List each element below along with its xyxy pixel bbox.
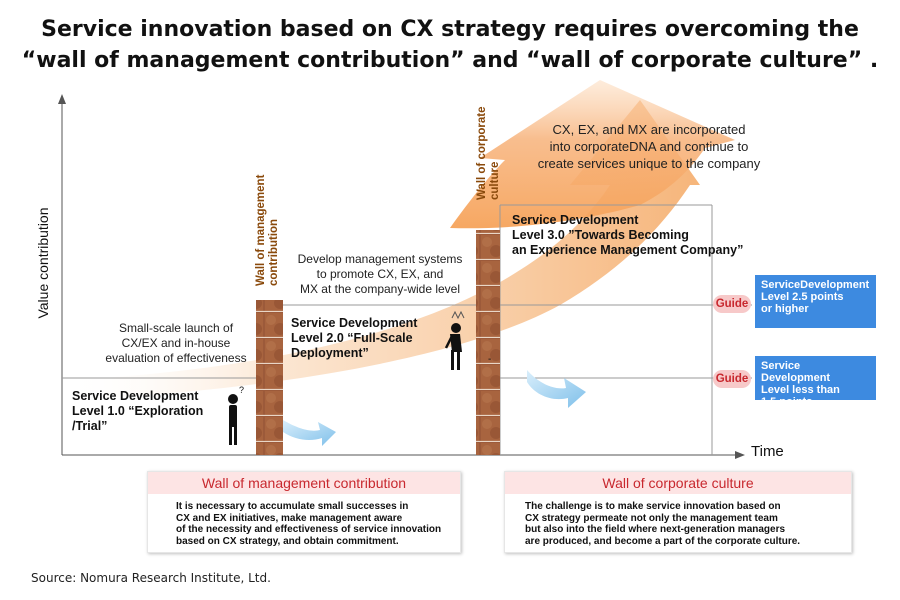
level-1-label: Service Development Level 1.0 “Explorati… (72, 389, 204, 433)
title-line-1: Service innovation based on CX strategy … (41, 17, 859, 42)
guide-upper-box: ServiceDevelopment Level 2.5 points or h… (755, 275, 876, 328)
culture-wall-panel: Wall of corporate culture The challenge … (504, 471, 852, 553)
level-3-label: Service Development Level 3.0 ”Towards B… (512, 213, 744, 257)
person-questioning-icon (228, 394, 238, 445)
small-dash: - (488, 354, 491, 365)
y-axis-arrow (58, 94, 66, 104)
x-axis-arrow (735, 451, 745, 459)
page-title: Service innovation based on CX strategy … (0, 14, 900, 76)
question-mark: ? (239, 385, 244, 395)
management-panel-title: Wall of management contribution (148, 472, 460, 494)
source-note: Source: Nomura Research Institute, Ltd. (31, 571, 271, 585)
guide-lower-box: Service Development Level less than 1.5 … (755, 356, 876, 408)
x-axis-label: Time (751, 443, 784, 460)
person-worried-icon (444, 310, 465, 370)
down-arrow-right (527, 370, 586, 408)
management-wall-label: Wall of management contribution (255, 174, 280, 286)
note-small-scale: Small-scale launch of CX/EX and in-house… (105, 321, 247, 365)
down-arrow-left (283, 420, 336, 446)
culture-panel-title: Wall of corporate culture (505, 472, 851, 494)
note-management-systems: Develop management systems to promote CX… (297, 252, 463, 296)
management-panel-body: It is necessary to accumulate small succ… (176, 501, 442, 547)
growth-arrow-head (450, 80, 735, 229)
title-line-2: “wall of management contribution” and “w… (21, 48, 879, 73)
y-axis-label: Value contribution (35, 207, 51, 319)
guide-lower-badge: Guide (713, 370, 751, 388)
culture-wall-bricks (476, 230, 500, 455)
management-wall-bricks (256, 300, 283, 455)
management-wall-panel: Wall of management contribution It is ne… (147, 471, 461, 553)
culture-wall-label: Wall of corporate culture (476, 106, 501, 201)
culture-panel-body: The challenge is to make service innovat… (525, 501, 801, 547)
guide-upper-badge: Guide (713, 295, 751, 313)
level-2-label: Service Development Level 2.0 “Full-Scal… (291, 316, 418, 360)
note-corporate-dna: CX, EX, and MX are incorporated into cor… (537, 122, 761, 171)
